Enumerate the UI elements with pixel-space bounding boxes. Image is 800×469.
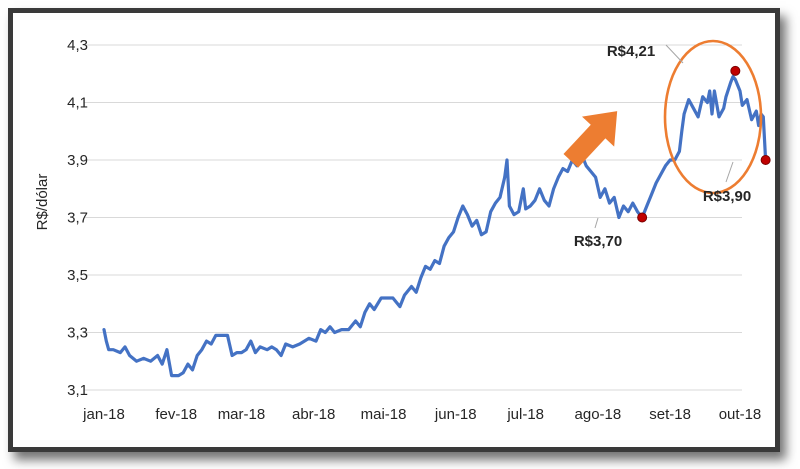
chart-frame <box>8 8 780 452</box>
x-tick-label: jul-18 <box>506 406 544 423</box>
y-tick-label: 3,3 <box>67 325 88 342</box>
up-trend-arrow <box>563 111 618 168</box>
annotation-markers <box>637 65 771 223</box>
x-tick-label: mai-18 <box>361 406 407 423</box>
x-tick-label: jun-18 <box>434 406 477 423</box>
x-tick-label: jan-18 <box>82 406 125 423</box>
annotation-leader-3-90 <box>725 161 734 183</box>
annotation-leader-4-21 <box>665 44 684 64</box>
annotation-label-3-70: R$3,70 <box>574 233 622 250</box>
y-tick-label: 4,3 <box>67 37 88 54</box>
grid-lines <box>84 44 742 391</box>
x-tick-label: out-18 <box>719 406 762 423</box>
highlight-ellipse <box>663 39 763 195</box>
annotation-leader-3-70 <box>594 217 599 229</box>
series-line-usd-brl <box>102 75 768 378</box>
annotation-marker <box>760 155 771 165</box>
y-tick-label: 3,7 <box>67 210 88 227</box>
x-axis: jan-18 fev-18 mar-18 abr-18 mai-18 jun-18 jul-… <box>82 406 761 423</box>
y-tick-label: 4,1 <box>67 95 88 112</box>
y-tick-label: 3,9 <box>67 152 88 169</box>
y-axis: 3,1 3,3 3,5 3,7 3,9 4,1 4,3 <box>67 37 88 399</box>
x-tick-label: ago-18 <box>575 406 622 423</box>
x-tick-label: fev-18 <box>155 406 197 423</box>
x-tick-label: abr-18 <box>292 406 335 423</box>
annotation-label-4-21: R$4,21 <box>607 43 655 60</box>
x-tick-label: mar-18 <box>218 406 266 423</box>
annotation-marker <box>730 65 741 76</box>
annotation-label-3-90: R$3,90 <box>703 188 751 205</box>
y-tick-label: 3,5 <box>67 267 88 284</box>
x-tick-label: set-18 <box>649 406 691 423</box>
y-tick-label: 3,1 <box>67 382 88 399</box>
annotation-marker <box>637 212 648 223</box>
y-axis-title: R$/dólar <box>34 174 51 231</box>
